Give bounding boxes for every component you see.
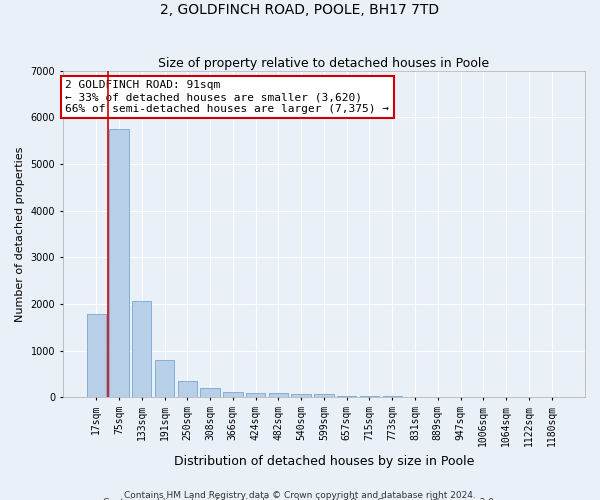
Bar [292, 394, 311, 398]
Text: Contains public sector information licensed under the Open Government Licence v3: Contains public sector information licen… [103, 498, 497, 500]
Y-axis label: Number of detached properties: Number of detached properties [15, 146, 25, 322]
Bar [383, 396, 402, 398]
Bar [314, 394, 334, 398]
Bar [178, 380, 197, 398]
Bar [223, 392, 242, 398]
Title: Size of property relative to detached houses in Poole: Size of property relative to detached ho… [158, 56, 490, 70]
Text: 2, GOLDFINCH ROAD, POOLE, BH17 7TD: 2, GOLDFINCH ROAD, POOLE, BH17 7TD [160, 2, 440, 16]
Bar [246, 392, 265, 398]
Bar [200, 388, 220, 398]
Bar [86, 314, 106, 398]
Bar [406, 396, 425, 398]
Text: Contains HM Land Registry data © Crown copyright and database right 2024.: Contains HM Land Registry data © Crown c… [124, 490, 476, 500]
Bar [337, 396, 356, 398]
Text: 2 GOLDFINCH ROAD: 91sqm
← 33% of detached houses are smaller (3,620)
66% of semi: 2 GOLDFINCH ROAD: 91sqm ← 33% of detache… [65, 80, 389, 114]
Bar [109, 129, 128, 398]
X-axis label: Distribution of detached houses by size in Poole: Distribution of detached houses by size … [174, 454, 474, 468]
Bar [360, 396, 379, 398]
Bar [269, 392, 288, 398]
Bar [155, 360, 174, 398]
Bar [132, 301, 151, 398]
